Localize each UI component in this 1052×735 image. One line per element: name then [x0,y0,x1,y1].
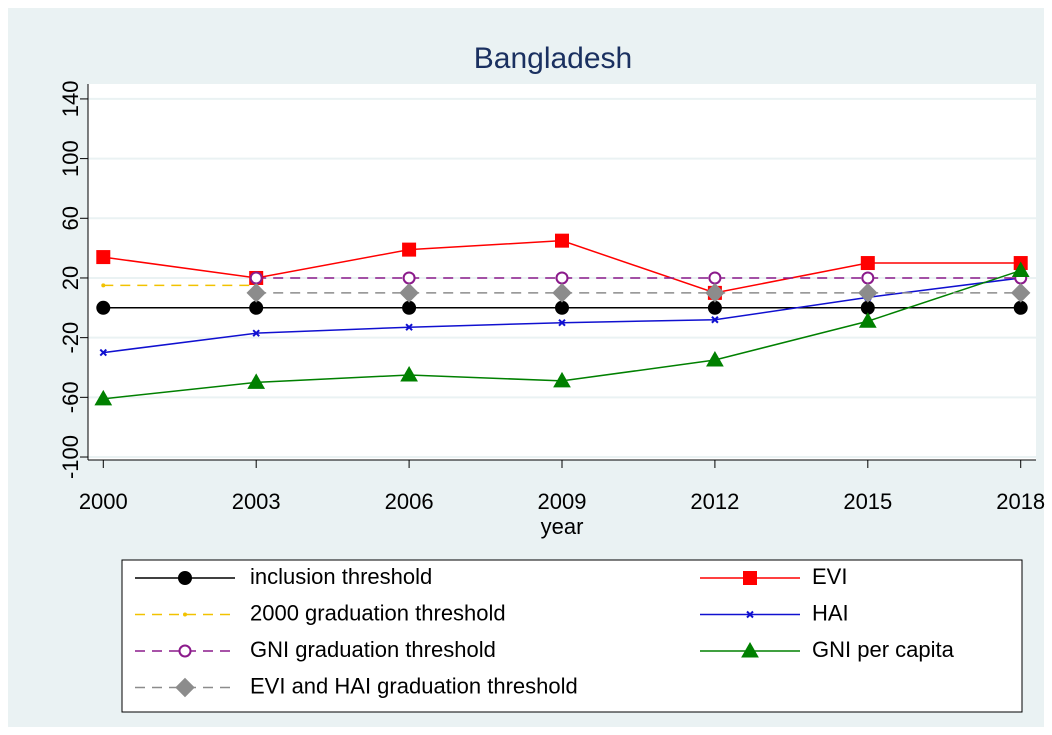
legend-label: HAI [812,600,849,625]
marker [1011,283,1031,303]
marker [705,283,725,303]
marker [252,329,260,337]
legend [121,559,1023,713]
marker [555,300,569,315]
x-axis-title: year [541,514,584,539]
marker [94,389,113,406]
y-tick-label: 100 [58,140,83,177]
chart-title: Bangladesh [474,42,632,75]
marker [247,373,266,389]
legend-marker [741,641,759,658]
marker [402,300,417,315]
x-tick-label: 2018 [996,489,1045,514]
legend-marker [743,571,757,585]
marker [249,271,263,285]
marker [555,271,569,285]
legend-label: GNI per capita [812,637,955,662]
legend-marker [183,612,187,617]
legend-label: inclusion threshold [250,564,432,589]
legend-label: GNI graduation threshold [250,637,496,662]
marker [552,283,572,303]
y-tick-label: 60 [58,206,83,230]
y-tick-label: -60 [58,381,83,413]
marker [101,283,106,288]
legend-label: 2000 graduation threshold [250,600,506,625]
marker [96,250,111,265]
legend-marker [746,610,754,619]
marker [249,300,264,315]
legend-marker [175,677,195,698]
marker [707,300,722,315]
y-tick-label: 140 [58,81,83,118]
marker [555,233,569,248]
y-tick-label: -100 [58,435,83,479]
legend-marker [178,644,192,658]
legend-marker [178,571,192,585]
x-tick-label: 2000 [79,489,128,514]
marker [246,283,266,303]
y-tick-label: -20 [58,322,83,354]
x-tick-label: 2015 [843,489,892,514]
x-tick-label: 2009 [538,489,587,514]
marker [706,351,724,367]
marker [711,316,719,324]
marker [402,271,416,285]
marker [402,242,417,257]
legend-label: EVI [812,564,847,589]
marker [99,348,107,357]
x-tick-label: 2006 [385,489,434,514]
marker [860,256,875,271]
marker [558,319,566,327]
x-tick-label: 2012 [690,489,739,514]
marker [1011,261,1030,278]
marker [399,283,419,303]
marker [708,271,722,285]
marker [1013,300,1028,315]
marker [861,271,875,285]
marker [405,323,413,331]
y-tick-label: 20 [58,266,83,290]
marker [96,300,111,315]
x-tick-label: 2003 [232,489,281,514]
marker [858,283,878,303]
marker [858,312,877,328]
marker [400,365,418,382]
marker [553,371,571,388]
legend-label: EVI and HAI graduation threshold [250,673,578,698]
